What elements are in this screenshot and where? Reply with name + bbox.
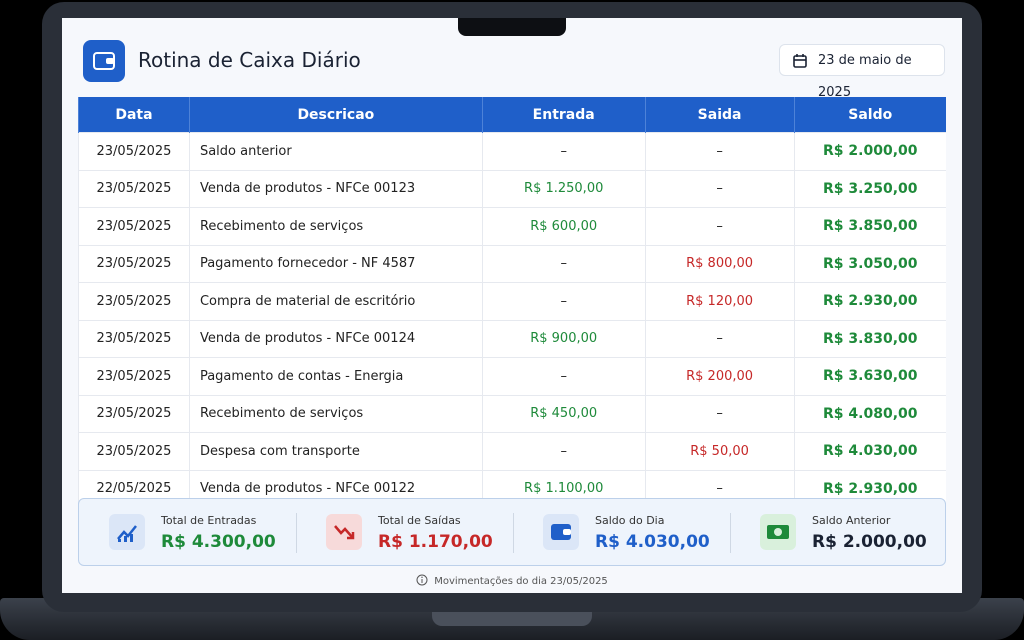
table-cell: 23/05/2025 bbox=[78, 319, 190, 358]
wallet-icon bbox=[93, 52, 115, 70]
summary-icon bbox=[109, 514, 145, 550]
table-cell: R$ 1.250,00 bbox=[481, 169, 646, 208]
table-cell: – bbox=[644, 169, 795, 208]
laptop-hinge bbox=[432, 612, 592, 626]
table-cell: Saldo anterior bbox=[188, 132, 483, 170]
table-cell: R$ 4.080,00 bbox=[793, 394, 946, 433]
summary-value: R$ 4.300,00 bbox=[161, 532, 276, 552]
table-cell: R$ 50,00 bbox=[644, 432, 795, 470]
summary-value: R$ 1.170,00 bbox=[378, 532, 493, 552]
summary-card: Saldo do Dia R$ 4.030,00 bbox=[513, 499, 730, 567]
table-cell: R$ 4.030,00 bbox=[793, 432, 946, 470]
summary-icon bbox=[543, 514, 579, 550]
summary-label: Total de Entradas bbox=[161, 514, 257, 527]
table-cell: R$ 450,00 bbox=[481, 394, 646, 433]
camera-notch bbox=[458, 18, 566, 36]
info-icon bbox=[416, 574, 428, 586]
table-cell: R$ 2.930,00 bbox=[793, 282, 946, 320]
table-cell: – bbox=[481, 432, 646, 470]
column-header: Saldo bbox=[793, 97, 946, 133]
summary-card: Saldo Anterior R$ 2.000,00 bbox=[730, 499, 947, 567]
table-cell: Compra de material de escritório bbox=[188, 282, 483, 320]
table-cell: – bbox=[644, 207, 795, 245]
table-cell: Pagamento fornecedor - NF 4587 bbox=[188, 244, 483, 283]
table-cell: 23/05/2025 bbox=[78, 132, 190, 170]
separator bbox=[513, 513, 514, 553]
table-cell: 23/05/2025 bbox=[78, 169, 190, 208]
table-row: 23/05/2025 Saldo anterior – – R$ 2.000,00 bbox=[78, 132, 946, 170]
table-row: 23/05/2025 Despesa com transporte – R$ 50,0… bbox=[78, 432, 946, 470]
summary-bar: Total de Entradas R$ 4.300,00 Total de Saí… bbox=[78, 498, 946, 566]
table-cell: R$ 120,00 bbox=[644, 282, 795, 320]
table-cell: R$ 2.000,00 bbox=[793, 132, 946, 170]
table-cell: 23/05/2025 bbox=[78, 432, 190, 470]
table-cell: Recebimento de serviços bbox=[188, 207, 483, 245]
icon-glyph bbox=[117, 525, 137, 542]
table-cell: – bbox=[644, 132, 795, 170]
page-title: Rotina de Caixa Diário bbox=[138, 48, 361, 72]
table-row: 23/05/2025 Venda de produtos - NFCe 00123… bbox=[78, 169, 946, 208]
table-cell: Despesa com transporte bbox=[188, 432, 483, 470]
table-cell: 23/05/2025 bbox=[78, 394, 190, 433]
column-header: Saida bbox=[644, 97, 795, 133]
icon-glyph bbox=[767, 525, 789, 539]
table-cell: R$ 200,00 bbox=[644, 357, 795, 395]
summary-value: R$ 4.030,00 bbox=[595, 532, 710, 552]
table-cell: 23/05/2025 bbox=[78, 244, 190, 283]
table-cell: 23/05/2025 bbox=[78, 207, 190, 245]
table-cell: R$ 600,00 bbox=[481, 207, 646, 245]
table-cell: R$ 3.050,00 bbox=[793, 244, 946, 283]
table-row: 23/05/2025 Recebimento de serviços R$ 450,… bbox=[78, 394, 946, 433]
table-cell: 23/05/2025 bbox=[78, 357, 190, 395]
icon-glyph bbox=[334, 525, 355, 540]
table-cell: R$ 900,00 bbox=[481, 319, 646, 358]
table-cell: R$ 3.250,00 bbox=[793, 169, 946, 208]
table-row: 23/05/2025 Pagamento fornecedor - NF 4587… bbox=[78, 244, 946, 283]
footer-note: Movimentações do dia 23/05/2025 bbox=[62, 574, 962, 587]
column-header: Descricao bbox=[188, 97, 483, 133]
table-cell: R$ 800,00 bbox=[644, 244, 795, 283]
table-row: 23/05/2025 Compra de material de escritór… bbox=[78, 282, 946, 320]
table-cell: R$ 3.830,00 bbox=[793, 319, 946, 358]
summary-label: Total de Saídas bbox=[378, 514, 461, 527]
table-cell: – bbox=[481, 244, 646, 283]
table-cell: – bbox=[644, 319, 795, 358]
column-header: Entrada bbox=[481, 97, 646, 133]
table-cell: 23/05/2025 bbox=[78, 282, 190, 320]
table-cell: Venda de produtos - NFCe 00123 bbox=[188, 169, 483, 208]
table-cell: Venda de produtos - NFCe 00124 bbox=[188, 319, 483, 358]
summary-icon bbox=[326, 514, 362, 550]
table-cell: R$ 3.850,00 bbox=[793, 207, 946, 245]
wallet-logo bbox=[83, 40, 125, 82]
calendar-icon bbox=[793, 54, 807, 68]
summary-label: Saldo do Dia bbox=[595, 514, 665, 527]
table-cell: R$ 3.630,00 bbox=[793, 357, 946, 395]
table-cell: Recebimento de serviços bbox=[188, 394, 483, 433]
date-text: 23 de maio de 2025 bbox=[818, 53, 912, 100]
header-row: Data Descricao Entrada Saida Saldo bbox=[78, 97, 946, 133]
summary-label: Saldo Anterior bbox=[812, 514, 891, 527]
table-cell: – bbox=[481, 132, 646, 170]
table-cell: Pagamento de contas - Energia bbox=[188, 357, 483, 395]
table-row: 23/05/2025 Venda de produtos - NFCe 00124… bbox=[78, 319, 946, 358]
table-row: 23/05/2025 Recebimento de serviços R$ 600,… bbox=[78, 207, 946, 245]
screen: Rotina de Caixa Diário 23 de maio de 202… bbox=[62, 18, 962, 593]
column-header: Data bbox=[78, 97, 190, 133]
separator bbox=[730, 513, 731, 553]
table-row: 23/05/2025 Pagamento de contas - Energia –… bbox=[78, 357, 946, 395]
summary-value: R$ 2.000,00 bbox=[812, 532, 927, 552]
cash-table: Data Descricao Entrada Saida Saldo 23/05/202… bbox=[78, 97, 946, 507]
note-text: Movimentações do dia 23/05/2025 bbox=[434, 576, 608, 587]
table-body: 23/05/2025 Saldo anterior – – R$ 2.000,00 23/… bbox=[78, 132, 946, 507]
table-cell: – bbox=[481, 282, 646, 320]
separator bbox=[296, 513, 297, 553]
icon-glyph bbox=[551, 524, 571, 540]
summary-card: Total de Entradas R$ 4.300,00 bbox=[79, 499, 296, 567]
date-picker[interactable]: 23 de maio de 2025 bbox=[779, 44, 945, 100]
table-cell: – bbox=[644, 394, 795, 433]
summary-card: Total de Saídas R$ 1.170,00 bbox=[296, 499, 513, 567]
table-cell: – bbox=[481, 357, 646, 395]
summary-icon bbox=[760, 514, 796, 550]
